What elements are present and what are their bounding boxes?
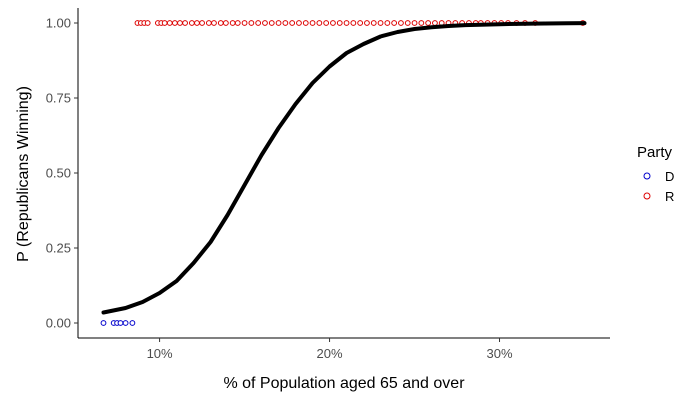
series-d-points (100, 320, 136, 326)
data-point-r (398, 20, 404, 26)
data-point-r (343, 20, 350, 26)
data-point-r (234, 20, 241, 26)
data-point-r (222, 20, 229, 26)
data-point-r (296, 20, 302, 26)
data-point-r (205, 20, 212, 26)
data-point-r (194, 20, 200, 26)
data-point-r (418, 20, 425, 26)
data-point-r (391, 20, 398, 26)
data-point-r (217, 20, 224, 26)
data-point-r (336, 20, 343, 26)
data-point-r (350, 20, 357, 26)
data-point-r (255, 20, 262, 26)
data-point-d (122, 320, 129, 326)
y-tick-label: 1.00 (46, 16, 71, 31)
data-point-r (161, 20, 168, 26)
data-point-r (404, 20, 411, 26)
data-point-r (229, 20, 236, 26)
series-r-points (134, 20, 586, 26)
data-point-r (177, 20, 183, 26)
data-point-r (282, 20, 289, 26)
data-point-r (309, 20, 316, 26)
legend-label-r: R (665, 189, 674, 204)
data-point-r (171, 20, 178, 26)
x-axis-ticks: 10% 20% 30% (147, 338, 513, 361)
data-point-r (166, 20, 173, 26)
fitted-probability-curve (101, 21, 587, 315)
data-point-r (411, 20, 418, 26)
y-tick-label: 0.75 (46, 91, 71, 106)
data-point-r (248, 20, 255, 26)
y-axis-ticks: 0.00 0.25 0.50 0.75 1.00 (46, 16, 78, 331)
x-tick-label: 30% (487, 346, 513, 361)
legend-key-d (643, 172, 651, 180)
data-point-r (262, 20, 268, 26)
data-point-r (289, 20, 296, 26)
legend-label-d: D (665, 169, 674, 184)
data-point-r (182, 20, 188, 26)
data-point-r (364, 20, 370, 26)
data-point-r (357, 20, 364, 26)
legend: Party D R (637, 144, 674, 204)
data-point-d (117, 320, 124, 326)
data-point-r (425, 20, 432, 26)
y-tick-label: 0.50 (46, 166, 71, 181)
data-point-r (432, 20, 438, 26)
data-point-r (370, 20, 377, 26)
y-tick-label: 0.00 (46, 316, 71, 331)
data-point-r (323, 20, 330, 26)
data-point-r (268, 20, 275, 26)
data-point-r (384, 20, 391, 26)
data-point-r (211, 20, 217, 26)
data-point-r (275, 20, 282, 26)
x-axis-title: % of Population aged 65 and over (223, 375, 465, 392)
data-point-r (188, 20, 195, 26)
data-point-r (302, 20, 309, 26)
data-point-r (241, 20, 248, 26)
x-tick-label: 10% (147, 346, 173, 361)
legend-key-r (643, 192, 651, 200)
data-point-d (129, 320, 136, 326)
y-tick-label: 0.25 (46, 241, 71, 256)
data-point-d (100, 320, 107, 326)
data-point-r (330, 20, 336, 26)
data-point-r (144, 20, 151, 26)
data-point-r (377, 20, 384, 26)
x-tick-label: 20% (317, 346, 343, 361)
y-axis-title: P (Republicans Winning) (15, 86, 32, 262)
data-point-r (199, 20, 205, 26)
data-point-r (316, 20, 323, 26)
legend-title: Party (637, 144, 673, 161)
